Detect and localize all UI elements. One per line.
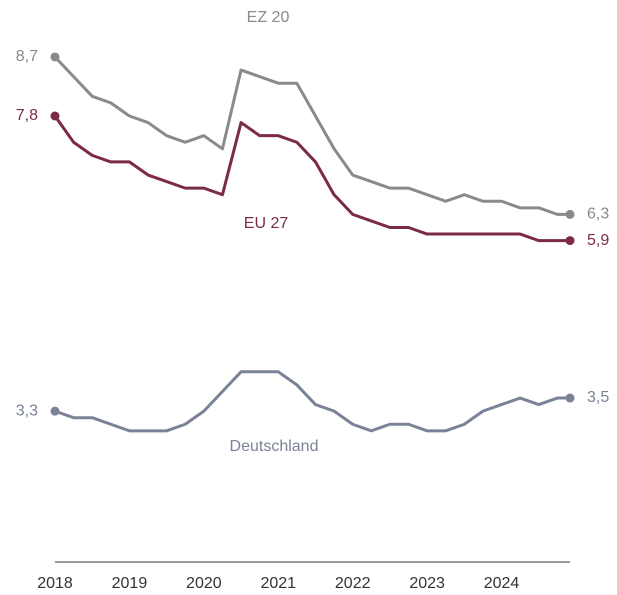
- value-label: 3,5: [587, 389, 609, 406]
- end-point: [50, 111, 60, 121]
- end-point: [50, 52, 60, 62]
- series-name: EU 27: [244, 215, 289, 232]
- x-tick-label: 2018: [37, 575, 73, 592]
- x-tick-label: 2023: [409, 575, 445, 592]
- end-point: [565, 236, 575, 246]
- series-line: [53, 55, 570, 216]
- series-name: Deutschland: [230, 438, 319, 455]
- x-tick-label: 2022: [335, 575, 371, 592]
- value-label: 3,3: [16, 402, 38, 419]
- value-label: 8,7: [16, 48, 38, 65]
- value-label: 7,8: [16, 107, 38, 124]
- end-point: [50, 406, 60, 416]
- x-tick-label: 2020: [186, 575, 222, 592]
- x-tick-label: 2019: [112, 575, 148, 592]
- series-line: [53, 115, 570, 243]
- series-line: [54, 370, 570, 433]
- end-point: [565, 209, 575, 219]
- value-label: 6,3: [587, 206, 609, 223]
- x-tick-label: 2024: [484, 575, 520, 592]
- x-tick-label: 2021: [260, 575, 296, 592]
- end-point: [565, 393, 575, 403]
- value-label: 5,9: [587, 232, 609, 249]
- series-name: EZ 20: [247, 9, 290, 26]
